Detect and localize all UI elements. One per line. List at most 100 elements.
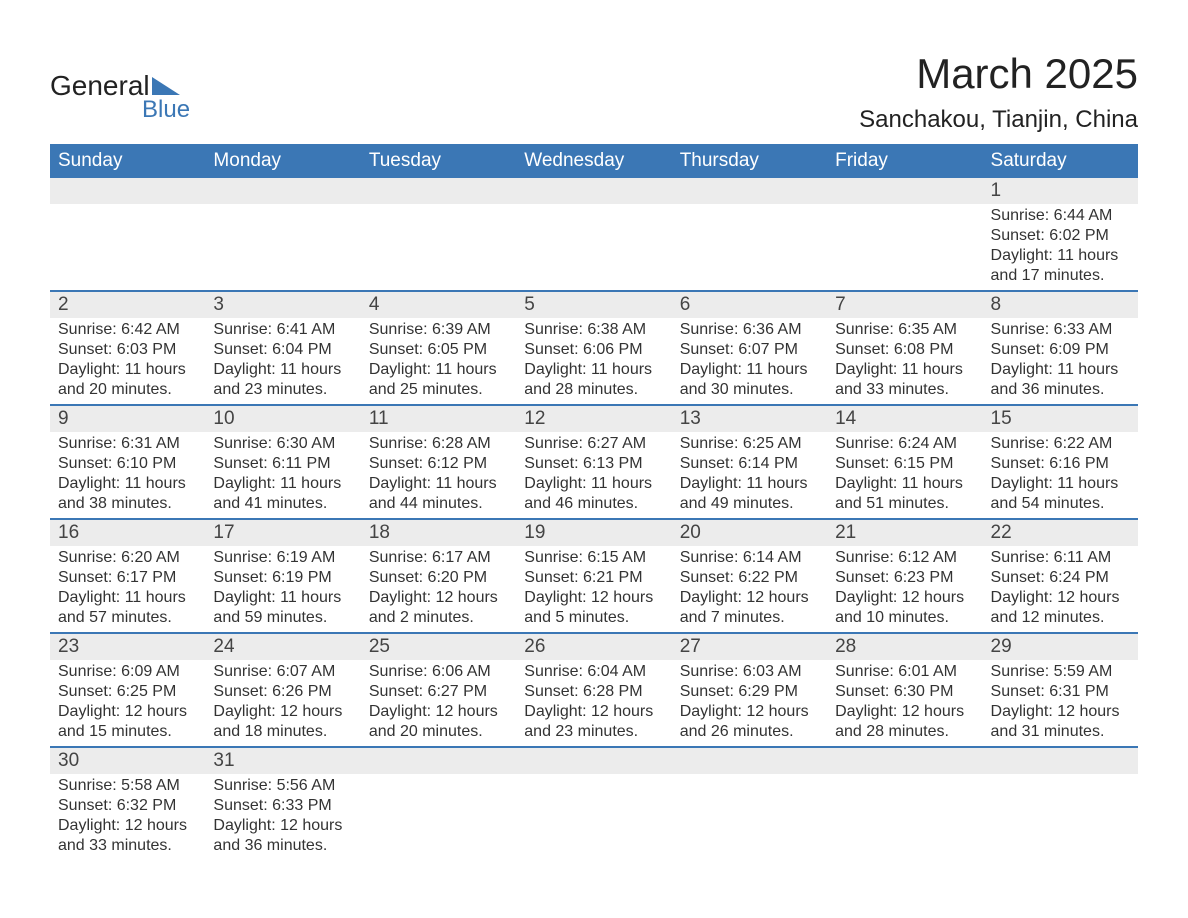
daylight-text: and 28 minutes. [524,380,663,400]
daylight-text: Daylight: 12 hours [369,702,508,722]
day-number: 16 [50,520,205,546]
day-cell-body [50,204,205,291]
day-cell-body [672,774,827,860]
sunrise-text: Sunrise: 6:06 AM [369,662,508,682]
day-cell-header: 30 [50,747,205,774]
day-number: 28 [827,634,982,660]
weekday-header-row: Sunday Monday Tuesday Wednesday Thursday… [50,144,1138,178]
day-cell-header: 17 [205,519,360,546]
daylight-text: Daylight: 11 hours [213,588,352,608]
sunset-text: Sunset: 6:03 PM [58,340,197,360]
day-number: 5 [516,292,671,318]
day-cell-header: 13 [672,405,827,432]
day-number: 21 [827,520,982,546]
day-cell-header [516,747,671,774]
day-cell-header [516,178,671,204]
details-row: Sunrise: 5:58 AMSunset: 6:32 PMDaylight:… [50,774,1138,860]
sunrise-text: Sunrise: 6:14 AM [680,548,819,568]
sunrise-text: Sunrise: 6:38 AM [524,320,663,340]
day-details: Sunrise: 6:44 AMSunset: 6:02 PMDaylight:… [983,204,1138,290]
daylight-text: Daylight: 11 hours [524,360,663,380]
day-number: 20 [672,520,827,546]
daylight-text: and 36 minutes. [213,836,352,856]
day-cell-body: Sunrise: 6:19 AMSunset: 6:19 PMDaylight:… [205,546,360,633]
daylight-text: and 15 minutes. [58,722,197,742]
sunrise-text: Sunrise: 6:44 AM [991,206,1130,226]
day-details: Sunrise: 6:33 AMSunset: 6:09 PMDaylight:… [983,318,1138,404]
day-number: 6 [672,292,827,318]
day-details [50,204,205,210]
day-cell-body: Sunrise: 5:56 AMSunset: 6:33 PMDaylight:… [205,774,360,860]
daylight-text: and 20 minutes. [58,380,197,400]
weekday-header: Friday [827,144,982,178]
day-cell-header: 27 [672,633,827,660]
day-cell-header: 25 [361,633,516,660]
day-cell-body: Sunrise: 6:33 AMSunset: 6:09 PMDaylight:… [983,318,1138,405]
day-number: 23 [50,634,205,660]
calendar-body: 1Sunrise: 6:44 AMSunset: 6:02 PMDaylight… [50,178,1138,860]
sunset-text: Sunset: 6:21 PM [524,568,663,588]
daylight-text: and 59 minutes. [213,608,352,628]
daylight-text: Daylight: 12 hours [58,816,197,836]
day-number [205,178,360,202]
daylight-text: and 31 minutes. [991,722,1130,742]
day-details [361,204,516,210]
sunrise-text: Sunrise: 6:20 AM [58,548,197,568]
daylight-text: and 12 minutes. [991,608,1130,628]
daylight-text: and 38 minutes. [58,494,197,514]
day-cell-header: 26 [516,633,671,660]
day-cell-body: Sunrise: 6:17 AMSunset: 6:20 PMDaylight:… [361,546,516,633]
day-details: Sunrise: 6:36 AMSunset: 6:07 PMDaylight:… [672,318,827,404]
day-details [983,774,1138,780]
sunrise-text: Sunrise: 5:56 AM [213,776,352,796]
day-details: Sunrise: 6:42 AMSunset: 6:03 PMDaylight:… [50,318,205,404]
day-cell-body: Sunrise: 6:41 AMSunset: 6:04 PMDaylight:… [205,318,360,405]
daylight-text: and 23 minutes. [524,722,663,742]
day-details [827,204,982,210]
day-details: Sunrise: 6:09 AMSunset: 6:25 PMDaylight:… [50,660,205,746]
day-cell-header: 14 [827,405,982,432]
day-cell-body: Sunrise: 6:03 AMSunset: 6:29 PMDaylight:… [672,660,827,747]
daylight-text: Daylight: 11 hours [369,474,508,494]
day-cell-header: 6 [672,291,827,318]
daylight-text: Daylight: 12 hours [524,702,663,722]
daylight-text: and 54 minutes. [991,494,1130,514]
day-cell-body: Sunrise: 6:27 AMSunset: 6:13 PMDaylight:… [516,432,671,519]
day-cell-header: 9 [50,405,205,432]
day-cell-header: 29 [983,633,1138,660]
day-cell-header [361,747,516,774]
day-number [516,748,671,772]
daylight-text: Daylight: 11 hours [991,360,1130,380]
day-cell-header: 15 [983,405,1138,432]
daylight-text: Daylight: 11 hours [991,474,1130,494]
day-cell-header: 7 [827,291,982,318]
sunrise-text: Sunrise: 6:11 AM [991,548,1130,568]
daylight-text: Daylight: 11 hours [213,474,352,494]
day-number: 12 [516,406,671,432]
daylight-text: Daylight: 12 hours [991,588,1130,608]
daylight-text: Daylight: 11 hours [58,474,197,494]
sunrise-text: Sunrise: 6:01 AM [835,662,974,682]
day-cell-body: Sunrise: 6:12 AMSunset: 6:23 PMDaylight:… [827,546,982,633]
daylight-text: Daylight: 12 hours [680,588,819,608]
day-number: 11 [361,406,516,432]
day-details: Sunrise: 6:38 AMSunset: 6:06 PMDaylight:… [516,318,671,404]
daylight-text: Daylight: 12 hours [213,816,352,836]
daynum-row: 16171819202122 [50,519,1138,546]
day-details: Sunrise: 6:03 AMSunset: 6:29 PMDaylight:… [672,660,827,746]
day-details: Sunrise: 6:11 AMSunset: 6:24 PMDaylight:… [983,546,1138,632]
day-details [672,204,827,210]
day-details: Sunrise: 6:15 AMSunset: 6:21 PMDaylight:… [516,546,671,632]
day-details: Sunrise: 6:24 AMSunset: 6:15 PMDaylight:… [827,432,982,518]
day-cell-header: 8 [983,291,1138,318]
daylight-text: and 7 minutes. [680,608,819,628]
weekday-header: Saturday [983,144,1138,178]
sunrise-text: Sunrise: 6:04 AM [524,662,663,682]
day-cell-header: 21 [827,519,982,546]
daylight-text: and 20 minutes. [369,722,508,742]
sunrise-text: Sunrise: 6:19 AM [213,548,352,568]
sunset-text: Sunset: 6:02 PM [991,226,1130,246]
day-cell-body: Sunrise: 5:59 AMSunset: 6:31 PMDaylight:… [983,660,1138,747]
day-details: Sunrise: 5:56 AMSunset: 6:33 PMDaylight:… [205,774,360,860]
day-details: Sunrise: 6:04 AMSunset: 6:28 PMDaylight:… [516,660,671,746]
